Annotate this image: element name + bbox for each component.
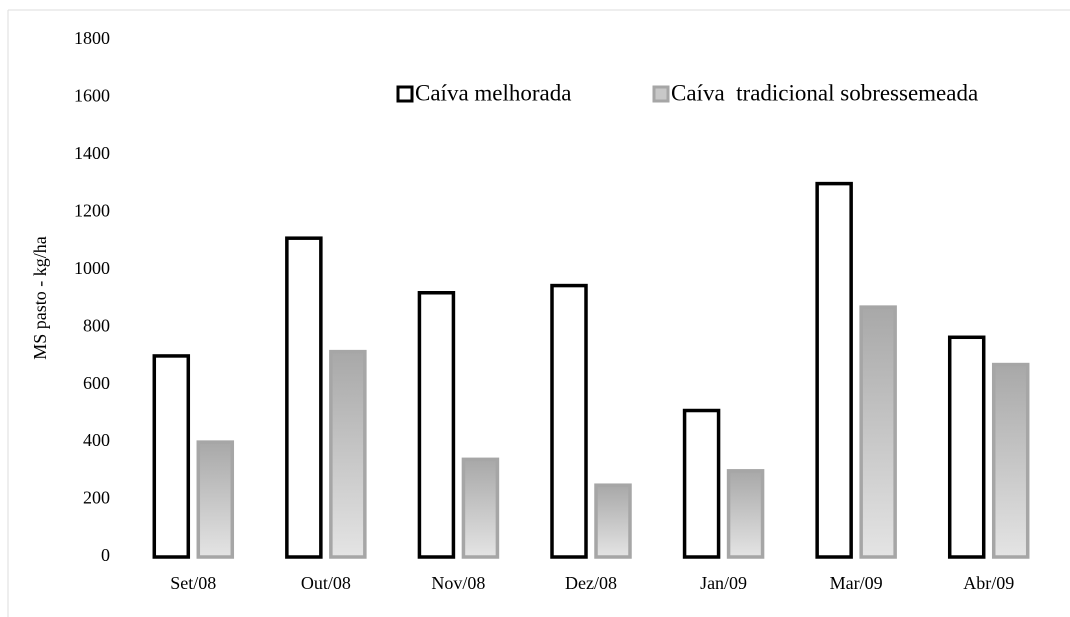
x-tick-label: Mar/09 — [830, 573, 883, 593]
x-tick-label: Set/08 — [170, 573, 216, 593]
y-tick-label: 1400 — [74, 143, 110, 163]
legend-swatch — [396, 85, 414, 103]
x-tick-label: Out/08 — [301, 573, 351, 593]
y-tick-label: 400 — [83, 430, 110, 450]
bar — [594, 483, 632, 559]
y-tick-label: 1600 — [74, 86, 110, 106]
y-tick-label: 200 — [83, 488, 110, 508]
bar — [682, 408, 721, 559]
bar — [196, 440, 235, 559]
legend-swatch — [652, 85, 670, 103]
bar — [329, 349, 367, 559]
bar — [991, 362, 1030, 559]
y-tick-label: 600 — [83, 373, 110, 393]
x-tick-label: Nov/08 — [431, 573, 485, 593]
y-tick-label: 0 — [101, 545, 110, 565]
bar — [417, 291, 456, 559]
x-tick-label: Jan/09 — [700, 573, 747, 593]
bar — [461, 457, 500, 559]
y-tick-label: 1000 — [74, 258, 110, 278]
bar — [859, 305, 897, 559]
bar — [947, 335, 986, 559]
legend-label: Caíva melhorada — [415, 80, 571, 105]
bar — [152, 354, 191, 559]
x-tick-label: Dez/08 — [565, 573, 617, 593]
bar — [726, 469, 765, 559]
y-axis-label: MS pasto - kg/ha — [30, 236, 50, 360]
legend-label: Caíva tradicional sobressemeada — [671, 80, 978, 105]
x-tick-label: Abr/09 — [963, 573, 1014, 593]
y-tick-label: 800 — [83, 315, 110, 335]
y-tick-label: 1800 — [74, 28, 110, 48]
bar — [815, 181, 853, 559]
bar — [285, 236, 323, 559]
y-tick-label: 1200 — [74, 200, 110, 220]
bar — [550, 283, 588, 559]
